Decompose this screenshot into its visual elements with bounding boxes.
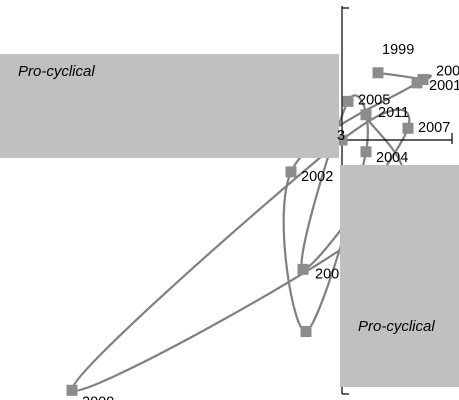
y-axis-ticks (342, 7, 349, 395)
point-2000 (417, 74, 429, 86)
point-labels: 1999 20002001 2002 2004 2005 2006 2007 2009 2011 (82, 42, 459, 400)
shade-top-left (0, 54, 339, 158)
label-1999: 1999 (382, 42, 414, 58)
point-2003 (300, 326, 312, 338)
label-2005: 2005 (358, 92, 390, 108)
point-2009 (66, 384, 78, 396)
point-2005 (342, 95, 354, 107)
label-2011: 2011 (378, 105, 409, 121)
point-2008 (336, 134, 348, 146)
shade-label-top-left: Pro-cyclical (18, 63, 95, 80)
label-2002: 2002 (301, 169, 333, 185)
shade-bottom-right (340, 165, 459, 387)
point-2002 (285, 166, 297, 178)
shaded-regions: Pro-cyclical Pro-cyclical (0, 54, 459, 387)
label-2007: 2007 (418, 120, 450, 136)
point-1999 (372, 67, 384, 79)
label-2000: 2000 (436, 64, 459, 80)
label-2006: 2006 (315, 266, 347, 282)
point-2006 (297, 263, 309, 275)
point-2007 (402, 122, 414, 134)
point-2001 (411, 77, 423, 89)
label-2001: 2001 (429, 78, 459, 94)
label-2004: 2004 (376, 150, 408, 166)
x-origin-tick-label: 3 (337, 128, 345, 144)
shade-label-bottom-right: Pro-cyclical (358, 318, 435, 335)
point-2011 (360, 109, 372, 121)
point-2004 (360, 146, 372, 158)
label-2009: 2009 (82, 394, 114, 400)
